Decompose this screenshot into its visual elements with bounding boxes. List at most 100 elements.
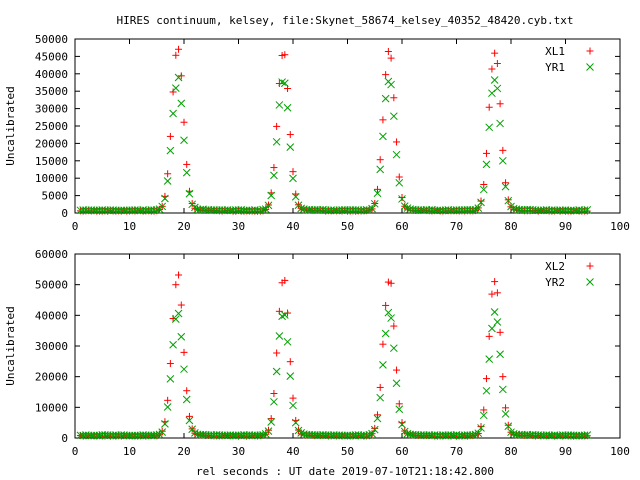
data-point [381, 329, 390, 338]
data-point [169, 109, 177, 118]
data-point [182, 168, 191, 177]
data-point [90, 431, 98, 440]
data-point [109, 431, 118, 440]
data-point [166, 146, 175, 155]
data-point [393, 138, 401, 146]
data-point [270, 397, 278, 406]
data-point [84, 431, 93, 440]
data-point [379, 116, 387, 124]
data-point [152, 431, 161, 439]
y-tick-label: 0 [61, 207, 68, 220]
data-point [480, 406, 488, 414]
data-point [460, 206, 469, 214]
data-point [395, 173, 403, 181]
data-point [185, 412, 193, 420]
data-point [496, 119, 504, 128]
y-tick-label: 5000 [42, 190, 69, 203]
data-point [161, 420, 169, 428]
data-point [144, 431, 153, 440]
data-point [327, 431, 336, 440]
x-tick-label: 90 [559, 445, 572, 458]
data-point [278, 312, 286, 321]
x-tick-label: 60 [395, 220, 408, 233]
x-tick-label: 60 [395, 445, 408, 458]
data-point [382, 71, 390, 79]
data-point [493, 318, 502, 326]
data-point [283, 103, 292, 112]
legend-label: YR1 [545, 61, 565, 74]
data-point [270, 171, 278, 180]
data-point [496, 350, 504, 359]
data-point [171, 84, 180, 92]
data-point [504, 196, 512, 204]
data-point [499, 146, 507, 154]
data-point [488, 324, 496, 333]
data-point [297, 429, 306, 437]
y-tick-label: 50000 [35, 33, 68, 46]
data-point [387, 54, 395, 62]
data-point [502, 404, 510, 412]
data-point [580, 206, 589, 214]
data-point [172, 281, 180, 289]
data-point [272, 367, 281, 376]
data-point [384, 308, 393, 317]
data-point [289, 168, 297, 176]
data-point [502, 179, 510, 187]
data-point [389, 344, 398, 353]
x-tick-label: 100 [610, 220, 630, 233]
plot-frame [74, 38, 621, 214]
data-point [267, 418, 276, 426]
x-tick-label: 80 [504, 445, 517, 458]
data-point [379, 361, 387, 369]
data-point [477, 423, 485, 431]
data-point [280, 311, 289, 319]
data-point [376, 165, 385, 174]
data-point [468, 431, 477, 439]
x-tick-label: 90 [559, 220, 572, 233]
data-point [572, 431, 581, 440]
data-point [283, 337, 292, 346]
y-tick-label: 10000 [35, 172, 68, 185]
data-point [275, 101, 284, 109]
data-point [370, 425, 379, 434]
data-point [128, 431, 137, 440]
data-point [491, 278, 499, 286]
y-tick-label: 45000 [35, 50, 68, 63]
data-point [376, 156, 384, 164]
data-point [373, 414, 382, 423]
data-point [291, 192, 300, 201]
data-point [357, 431, 365, 440]
data-point [174, 73, 183, 82]
data-point [580, 431, 589, 440]
data-point [286, 143, 295, 151]
y-tick-label: 15000 [35, 155, 68, 168]
data-point [485, 355, 494, 363]
data-point [379, 340, 387, 348]
x-axis-label: rel seconds : UT date 2019-07-10T21:18:4… [196, 465, 494, 478]
data-point [169, 340, 177, 349]
data-point [180, 136, 188, 145]
data-point [183, 160, 191, 168]
data-point [398, 193, 406, 201]
top-panel: 0 10 20 30 40 50 60 70 80 90 100 0 5000 10000 15000 200… [4, 33, 630, 233]
data-point [164, 396, 172, 404]
data-point [185, 189, 194, 198]
data-point [291, 418, 300, 427]
data-point [267, 415, 275, 423]
data-point [264, 201, 273, 210]
data-point [229, 431, 237, 440]
data-point [201, 206, 210, 214]
data-point [289, 401, 297, 410]
data-point [393, 366, 401, 374]
y-tick-label: 30000 [35, 103, 68, 116]
x-tick-label: 20 [177, 445, 190, 458]
legend-label: YR2 [545, 276, 565, 289]
data-point [493, 84, 502, 93]
data-point [177, 99, 186, 108]
data-point [550, 206, 559, 215]
data-point [488, 65, 496, 73]
data-point [390, 322, 398, 330]
data-point [556, 206, 564, 215]
data-point [305, 205, 314, 214]
data-point [172, 51, 180, 59]
